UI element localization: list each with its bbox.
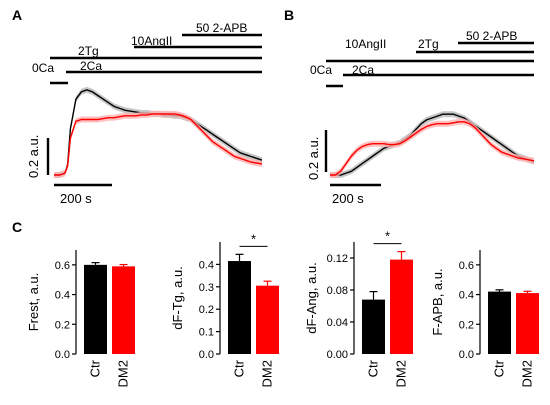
x-category-label-c4-ctr: Ctr [492,359,507,377]
protocol-label-2apb-a: 50 2-APB [196,21,247,35]
panel-label-a: A [12,7,22,23]
bar-c4-dm2 [516,293,539,354]
y-tick-label-c4-2: 0.4 [459,290,474,302]
trace-band-b-dm2 [330,118,534,178]
scale-label-amplitude-a: 0.2 a.u. [26,135,41,178]
panel-a-traces [54,86,263,178]
scale-label-amplitude-b: 0.2 a.u. [306,137,321,180]
protocol-label-angii-a: 10AngII [131,34,172,48]
protocol-label-tg-a: 2Tg [78,44,99,58]
protocol-label-angii-b: 10AngII [345,37,386,51]
panel-b-protocol: 50 2-APB 2Tg 10AngII 0Ca 2Ca [310,29,534,88]
y-tick-label-c2-0: 0.0 [199,349,214,361]
x-category-label-c4-dm2: DM2 [520,360,535,387]
protocol-label-2apb-b: 50 2-APB [466,29,517,43]
y-tick-label-c3-1: 0.04 [327,317,348,329]
x-category-label-c2-dm2: DM2 [260,360,275,387]
trace-line-b-dm2 [330,121,535,176]
protocol-label-0ca-a: 0Ca [32,61,54,75]
y-tick-label-c1-1: 0.2 [55,319,70,331]
x-category-label-c2-ctr: Ctr [232,359,247,377]
bar-chart-c1: 0.0 0.2 0.4 0.6 Frest, a.u. Ctr DM2 [26,250,135,387]
y-tick-label-c1-3: 0.6 [55,260,70,272]
y-tick-label-c4-3: 0.6 [459,260,474,272]
y-axis-label-c1: Frest, a.u. [26,273,41,332]
panel-b-traces [330,111,535,178]
bar-chart-c4: 0.0 0.2 0.4 0.6 F-APB, a.u. Ctr DM2 [430,250,539,387]
bar-chart-c2: 0.0 0.1 0.2 0.3 0.4 dF-Tg, a.u. Ctr DM2 * [170,231,279,387]
x-category-label-c1-dm2: DM2 [116,360,131,387]
y-axis-label-c4: F-APB, a.u. [430,268,445,335]
y-axis-label-c3: dF-Ang, a.u. [304,262,319,334]
y-axis-label-c2: dF-Tg, a.u. [170,266,185,330]
trace-band-a-ctr [54,86,262,178]
trace-band-a-dm2 [54,110,262,178]
scale-label-time-b: 200 s [332,191,364,206]
bar-c3-ctr [362,299,385,354]
y-tick-label-c2-2: 0.2 [199,304,214,316]
bar-c3-dm2 [390,259,413,354]
trace-band-b-ctr [330,111,534,178]
bar-c2-dm2 [256,285,279,354]
panel-label-c: C [12,219,22,235]
y-tick-label-c2-1: 0.1 [199,327,214,339]
x-category-label-c3-ctr: Ctr [366,359,381,377]
x-category-label-c1-ctr: Ctr [88,359,103,377]
protocol-label-tg-b: 2Tg [418,37,439,51]
y-tick-label-c3-3: 0.12 [327,253,348,265]
panel-a-protocol: 50 2-APB 10AngII 2Tg 0Ca 2Ca [32,21,262,85]
bar-c1-dm2 [112,266,135,354]
scale-label-time-a: 200 s [60,191,92,206]
y-tick-label-c2-3: 0.3 [199,282,214,294]
y-tick-label-c3-2: 0.08 [327,285,348,297]
y-tick-label-c4-0: 0.0 [459,349,474,361]
trace-line-a-dm2 [54,113,263,176]
bar-chart-c3: 0.00 0.04 0.08 0.12 dF-Ang, a.u. Ctr DM2 * [304,229,413,387]
protocol-label-0ca-b: 0Ca [310,63,332,77]
protocol-label-2ca-b: 2Ca [352,63,374,77]
bar-c2-ctr [228,261,251,354]
trace-line-a-ctr [54,89,263,176]
significance-star-c2: * [251,231,256,246]
significance-star-c3: * [385,229,390,244]
trace-line-b-ctr [330,113,535,176]
x-category-label-c3-dm2: DM2 [394,360,409,387]
bar-c1-ctr [84,264,107,354]
y-tick-label-c2-4: 0.4 [199,259,214,271]
y-tick-label-c1-0: 0.0 [55,349,70,361]
y-tick-label-c3-0: 0.00 [327,349,348,361]
bar-c4-ctr [488,291,511,354]
y-tick-label-c4-1: 0.2 [459,319,474,331]
y-tick-label-c1-2: 0.4 [55,290,70,302]
panel-label-b: B [284,7,294,23]
protocol-label-2ca-a: 2Ca [80,59,102,73]
